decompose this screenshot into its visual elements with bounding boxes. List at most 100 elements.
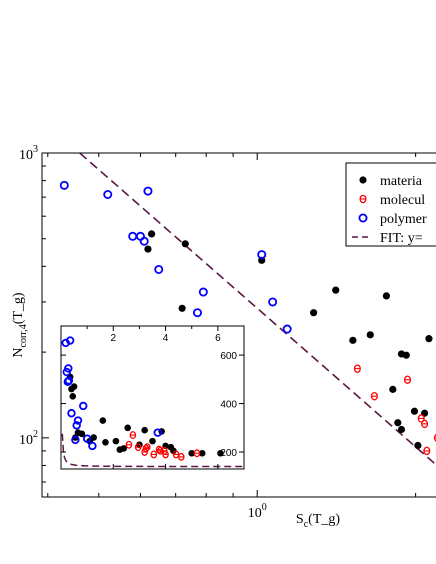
inset-x-tick-label: 4 [163, 333, 169, 344]
inset-materials-point [188, 449, 196, 457]
inset-fit-curve [61, 433, 244, 468]
inset-materials-point [90, 434, 97, 441]
polymers-point [257, 250, 267, 260]
polymers-point [103, 190, 113, 200]
inset-x-tick-label: 6 [215, 333, 221, 344]
x-tick-label: 100 [248, 502, 267, 521]
inset-molecular-point [150, 450, 158, 459]
legend-materials-swatch [359, 176, 367, 184]
legend-label: materia [380, 174, 423, 189]
inset-materials-point [141, 426, 148, 434]
inset-materials-point [149, 437, 156, 445]
inset-polymers-point [73, 416, 83, 425]
molecular-point [370, 391, 378, 401]
polymers-point [268, 297, 278, 307]
inset-materials-point [112, 437, 120, 445]
inset-materials-point [70, 383, 78, 390]
y-axis-label: Ncorr,4(T_g) [11, 292, 29, 358]
inset-molecular-point [129, 431, 137, 440]
polymers-point [154, 264, 164, 274]
inset-polymers-point [72, 421, 81, 430]
legend-entries: materia molecul polymer FIT: y= [352, 174, 427, 246]
inset-y-tick-label: 600 [220, 351, 237, 362]
inset-materials-point [170, 447, 177, 455]
inset-data-layer [61, 336, 244, 468]
inset-polymers-point [64, 376, 74, 385]
main-data-layer [59, 153, 436, 466]
inset-polymers-point [82, 434, 92, 443]
inset-materials-point [217, 449, 224, 457]
inset-polymers-point [88, 441, 97, 451]
inset-molecular-point [193, 449, 201, 458]
main-plot: 102 103 100 [19, 144, 436, 521]
materials-point [410, 407, 419, 415]
materials-point [148, 230, 156, 238]
y-tick-label: 103 [19, 144, 38, 163]
polymers-point [282, 324, 292, 334]
materials-point [397, 425, 406, 434]
materials-point [414, 441, 422, 450]
materials-point [181, 240, 189, 248]
materials-point [332, 286, 340, 294]
molecular-point [423, 446, 431, 456]
inset-molecular-point [125, 440, 133, 449]
inset-y-tick-label: 400 [220, 400, 237, 411]
materials-point [144, 245, 152, 253]
inset-clipped-layer [61, 336, 244, 468]
materials-point [349, 336, 357, 344]
materials-point [425, 335, 433, 343]
polymers-point [192, 308, 202, 318]
inset-axis-ticks: 2 4 6 200 400 600 [61, 326, 245, 469]
materials-point [366, 331, 374, 339]
x-axis-label: Sc(T_g) [296, 512, 340, 530]
inset-materials-point [69, 392, 77, 400]
inset-y-tick-label: 200 [220, 448, 237, 459]
inset-plot: 2 4 6 200 400 600 [60, 325, 245, 470]
inset-materials-point [120, 445, 128, 452]
inset-polymers-point [79, 401, 88, 411]
inset-materials-point [198, 449, 206, 457]
fit-line [79, 153, 436, 466]
materials-point [394, 419, 402, 427]
inset-materials-point [102, 439, 109, 446]
materials-point [178, 304, 186, 312]
materials-point [310, 309, 318, 317]
legend-label: polymer [380, 212, 427, 227]
polymers-point [59, 180, 69, 190]
legend-label: molecul [380, 193, 425, 208]
materials-point [382, 292, 391, 300]
legend-molecular-swatch [359, 194, 367, 204]
legend-box [345, 162, 436, 247]
materials-point [420, 409, 429, 417]
main-clipped-layer [59, 153, 436, 466]
main-plot-frame [41, 152, 436, 498]
legend: materia molecul polymer FIT: y= [345, 162, 436, 247]
molecular-point [353, 364, 361, 373]
main-axis-ticks: 102 103 100 [19, 144, 417, 521]
inset-molecular-point [143, 443, 151, 452]
inset-materials-point [99, 417, 107, 424]
inset-polymers-point [65, 336, 75, 345]
inset-plot-frame [60, 325, 245, 470]
inset-polymers-point [67, 409, 76, 418]
inset-polymers-point [71, 435, 80, 445]
inset-polymers-point [64, 364, 73, 373]
molecular-point [421, 419, 429, 429]
polymers-point [139, 236, 149, 246]
polymers-point [128, 231, 138, 241]
polymers-point [143, 186, 153, 196]
inset-materials-point [78, 430, 86, 438]
polymers-point [198, 287, 208, 297]
inset-molecular-point [177, 452, 185, 461]
materials-point [402, 351, 410, 359]
inset-molecular-point [134, 443, 142, 452]
legend-polymers-swatch [358, 213, 368, 223]
inset-polymers-point [153, 428, 162, 437]
inset-molecular-point [162, 450, 169, 459]
materials-point [389, 385, 397, 393]
legend-label: FIT: y= [380, 231, 423, 246]
molecular-point [403, 375, 412, 384]
inset-materials-point [124, 424, 131, 432]
inset-x-tick-label: 2 [111, 333, 117, 344]
